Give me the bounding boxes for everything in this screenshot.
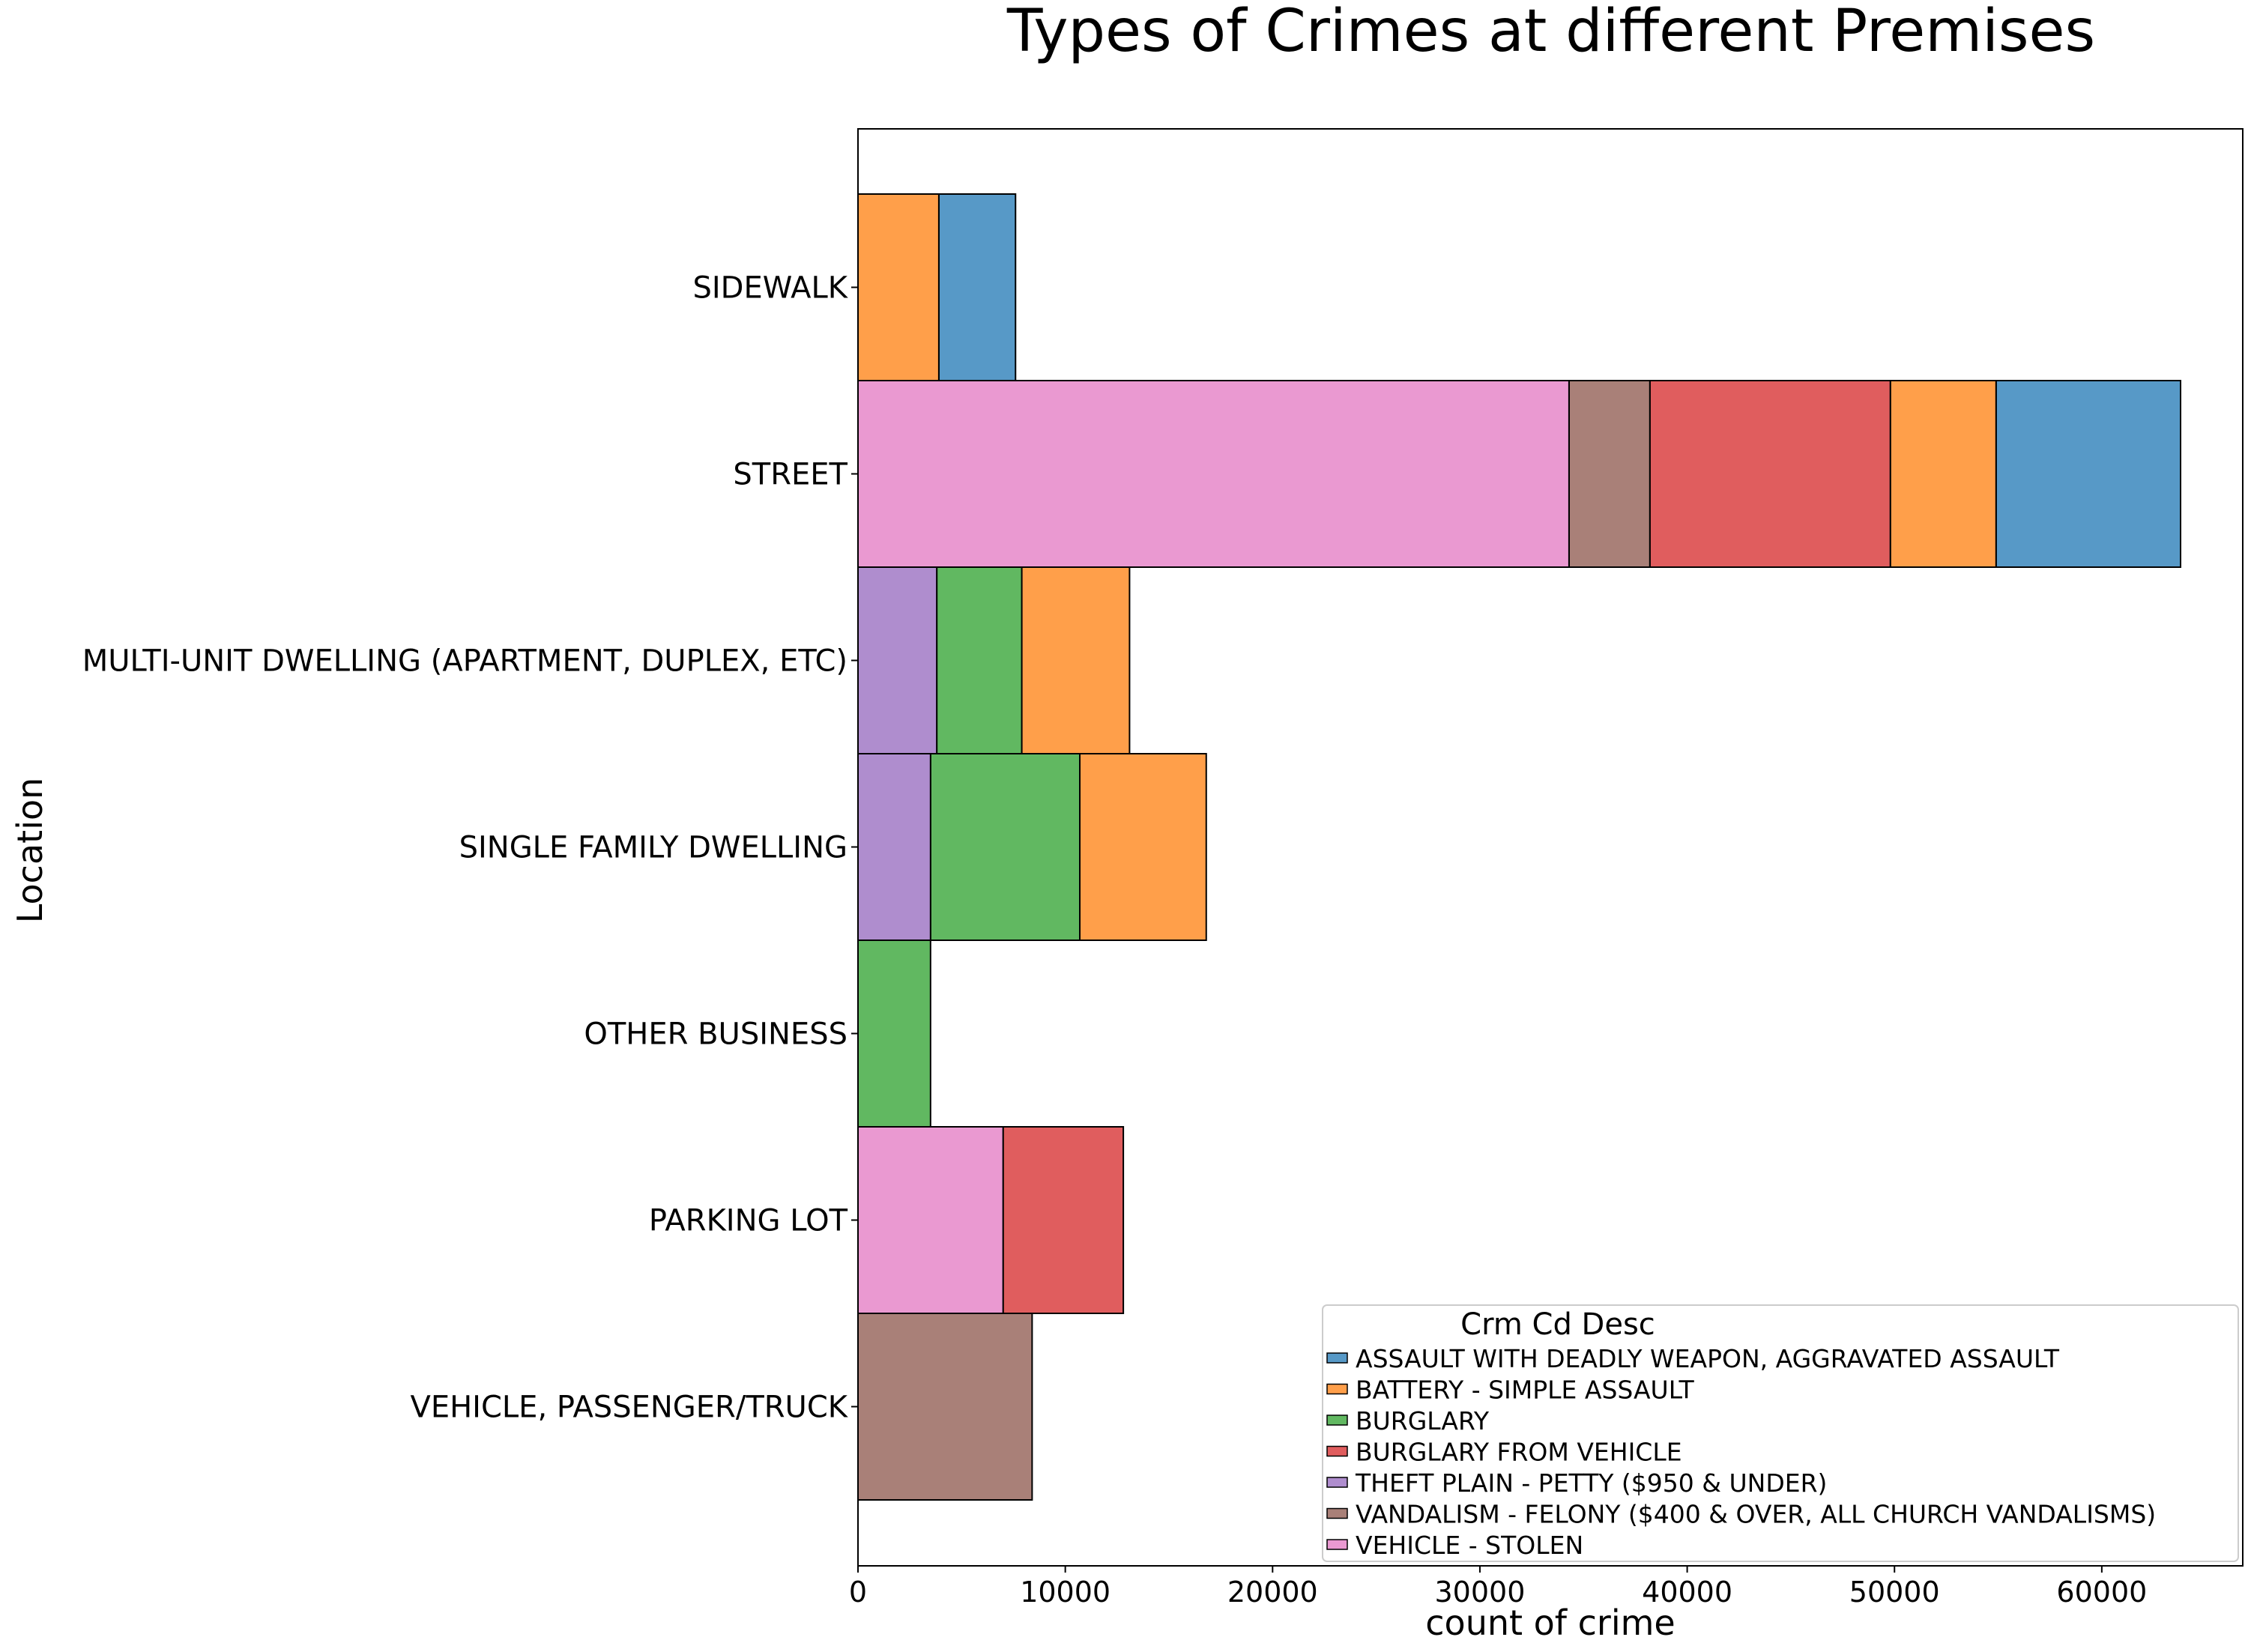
x-tick-label-30000: 30000 [1434,1576,1525,1609]
bar-vehicle-stolen-parking-lot [857,1126,1004,1314]
bar-assault-with-deadly-weapon-aggravated-assault-sidewalk [937,193,1017,381]
x-tick-label-10000: 10000 [1020,1576,1111,1609]
bar-battery-simple-assault-multi-unit-dwelling-apartment-duplex-etc [1021,566,1131,754]
bar-theft-plain-petty-950-under-single-family-dwelling [857,753,931,941]
legend-label-burglary: BURGLARY [1356,1406,1490,1435]
y-tick-label-other-business: OTHER BUSINESS [584,1017,847,1052]
bar-theft-plain-petty-950-under-multi-unit-dwelling-apartment-duplex-etc [857,566,938,754]
bar-battery-simple-assault-single-family-dwelling [1079,753,1207,941]
y-axis-label: Location [10,778,50,924]
bar-vehicle-stolen-street [857,380,1570,568]
bar-vandalism-felony-400-over-all-church-vandalisms-vehicle-passenger-truck [857,1313,1033,1501]
legend-swatch-battery-simple-assault [1326,1383,1348,1395]
y-tick-label-parking-lot: PARKING LOT [649,1204,848,1238]
bar-burglary-from-vehicle-parking-lot [1002,1126,1125,1314]
bar-vandalism-felony-400-over-all-church-vandalisms-street [1568,380,1651,568]
y-axis: SIDEWALK STREET MULTI-UNIT DWELLING (APART… [82,271,858,1425]
x-axis: 0 10000 20000 30000 40000 50000 60000 [849,1566,2147,1609]
legend-label-burglary-from-vehicle: BURGLARY FROM VEHICLE [1356,1438,1682,1467]
y-tick-label-vehicle-passenger-truck: VEHICLE, PASSENGER/TRUCK [410,1391,848,1425]
legend-swatch-assault-with-deadly-weapon-aggravated-assault [1326,1352,1348,1364]
x-tick-label-20000: 20000 [1227,1576,1318,1609]
y-tick-label-street: STREET [733,458,847,492]
legend-swatch-burglary [1326,1415,1348,1426]
legend-entries: ASSAULT WITH DEADLY WEAPON, AGGRAVATED A… [1326,1344,2156,1560]
chart-title: Types of Crimes at different Premises [1006,0,2095,65]
bar-burglary-single-family-dwelling [929,753,1081,941]
y-tick-label-single-family-dwelling: SINGLE FAMILY DWELLING [459,831,847,865]
bar-burglary-from-vehicle-street [1649,380,1891,568]
bar-battery-simple-assault-sidewalk [857,193,940,381]
x-tick-label-50000: 50000 [1849,1576,1940,1609]
bar-burglary-other-business [857,940,931,1128]
bar-assault-with-deadly-weapon-aggravated-assault-street [1995,380,2182,568]
y-tick-label-multi-unit-dwelling-apartment-duplex-etc: MULTI-UNIT DWELLING (APARTMENT, DUPLEX, … [82,644,847,679]
bar-battery-simple-assault-street [1889,380,1997,568]
bar-burglary-multi-unit-dwelling-apartment-duplex-etc [936,566,1023,754]
legend-swatch-theft-plain-petty-950-under [1326,1477,1348,1488]
legend-label-vandalism-felony-400-over-all-church-vandalisms: VANDALISM - FELONY ($400 & OVER, ALL CHU… [1356,1500,2156,1529]
legend-title: Crm Cd Desc [1460,1307,1655,1342]
legend-label-assault-with-deadly-weapon-aggravated-assault: ASSAULT WITH DEADLY WEAPON, AGGRAVATED A… [1356,1344,2060,1373]
legend-label-vehicle-stolen: VEHICLE - STOLEN [1356,1531,1583,1560]
plot-bars [857,193,2182,1501]
legend: Crm Cd Desc ASSAULT WITH DEADLY WEAPON, … [1322,1304,2239,1562]
legend-swatch-vehicle-stolen [1326,1539,1348,1550]
legend-label-theft-plain-petty-950-under: THEFT PLAIN - PETTY ($950 & UNDER) [1355,1468,1827,1498]
legend-label-battery-simple-assault: BATTERY - SIMPLE ASSAULT [1356,1376,1695,1405]
legend-swatch-burglary-from-vehicle [1326,1445,1348,1457]
legend-swatch-vandalism-felony-400-over-all-church-vandalisms [1326,1507,1348,1519]
legend-frame [1322,1304,2239,1562]
x-tick-label-40000: 40000 [1642,1576,1732,1609]
x-axis-label: count of crime [1425,1603,1675,1643]
x-tick-label-0: 0 [849,1576,867,1609]
y-tick-label-sidewalk: SIDEWALK [692,271,848,306]
x-tick-label-60000: 60000 [2056,1576,2147,1609]
